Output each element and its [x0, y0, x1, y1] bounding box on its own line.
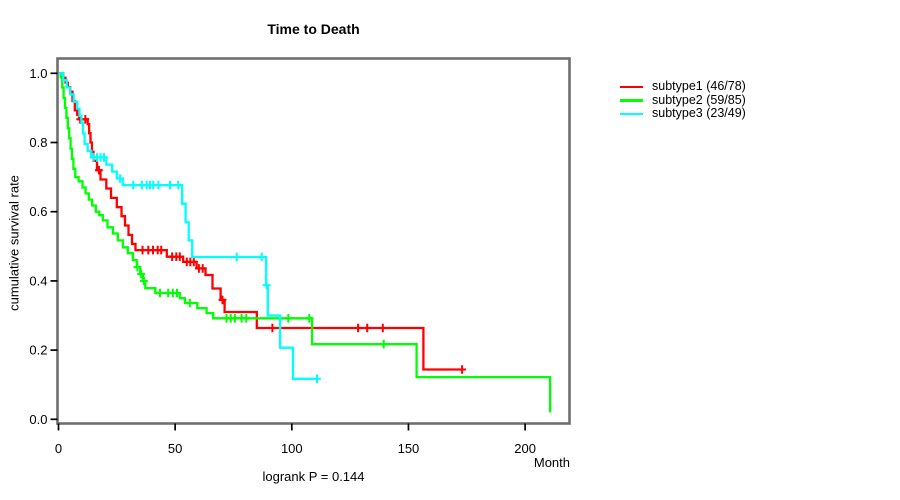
- censor-marks-subtype1: [76, 115, 466, 374]
- legend: subtype1 (46/78) subtype2 (59/85) subtype3…: [620, 79, 746, 121]
- y-tick-label: 0.8: [29, 135, 47, 150]
- curve-subtype1: [58, 72, 463, 371]
- chart-title: Time to Death: [267, 21, 360, 37]
- y-tick-label: 0.6: [29, 204, 47, 219]
- legend-label-subtype2: subtype2 (59/85): [652, 92, 746, 107]
- legend-line-swatch-subtype3: [620, 112, 643, 116]
- x-tick-label: 200: [514, 441, 536, 456]
- x-tick-label: 100: [281, 441, 303, 456]
- x-axis-label: Month: [533, 455, 570, 470]
- y-tick-label: 0.4: [29, 273, 47, 288]
- curve-subtype3: [58, 72, 319, 380]
- legend-item-subtype2: subtype2 (59/85): [620, 92, 746, 108]
- x-tick-label: 50: [168, 441, 182, 456]
- censor-marks-subtype3: [89, 153, 321, 384]
- plot-border: [56, 57, 571, 425]
- y-tick-label: 0.2: [29, 343, 47, 358]
- legend-item-subtype1: subtype1 (46/78): [620, 79, 746, 94]
- y-tick-label: 1.0: [29, 66, 47, 81]
- legend-label-subtype1: subtype1 (46/78): [652, 79, 746, 93]
- x-tick-label: 150: [398, 441, 420, 456]
- legend-label-subtype3: subtype3 (23/49): [652, 106, 746, 121]
- curve-subtype2: [58, 72, 552, 413]
- logrank-annotation: logrank P = 0.144: [262, 469, 365, 484]
- y-tick-label: 0.0: [29, 412, 47, 427]
- legend-item-subtype3: subtype3 (23/49): [620, 107, 746, 121]
- legend-line-swatch-subtype1: [620, 85, 643, 89]
- censor-marks-subtype2: [133, 262, 388, 349]
- legend-line-swatch-subtype2: [620, 99, 643, 102]
- x-tick-label: 0: [55, 441, 62, 456]
